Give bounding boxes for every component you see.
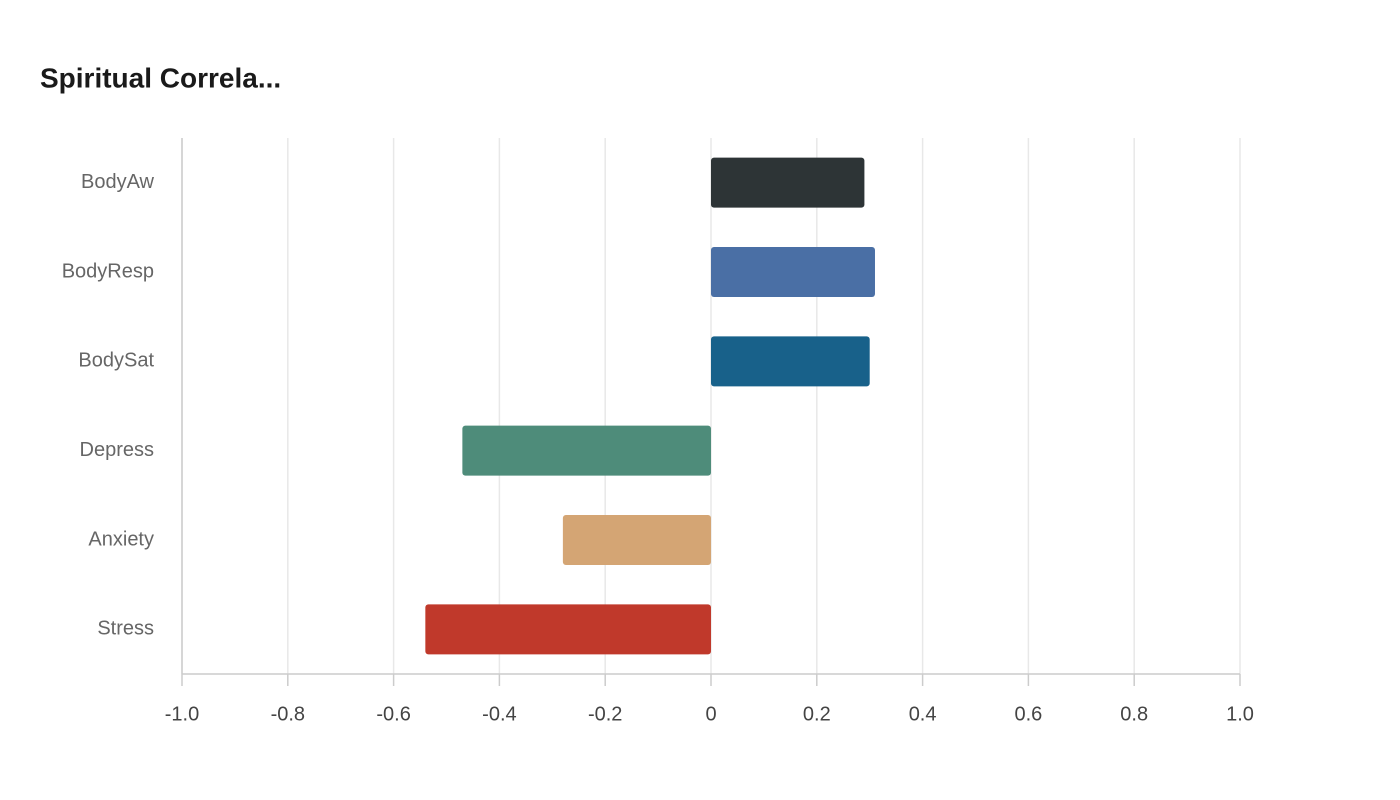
bar — [562, 515, 711, 565]
y-tick-label: BodyAw — [81, 171, 155, 193]
bar — [711, 247, 875, 297]
x-tick-label: 0.4 — [909, 703, 937, 725]
chart-title: Spiritual Correla... — [40, 62, 281, 93]
x-tick-label: -0.8 — [271, 703, 305, 725]
y-tick-label: Stress — [97, 618, 154, 640]
y-tick-label: BodySat — [78, 350, 154, 372]
x-tick-label: 0.6 — [1014, 703, 1042, 725]
bar — [425, 604, 711, 655]
bar — [462, 425, 711, 476]
x-tick-label: -1.0 — [165, 703, 199, 725]
x-tick-label: 0.8 — [1120, 703, 1148, 725]
y-tick-label: BodyResp — [62, 260, 154, 282]
x-tick-label: 0.2 — [803, 703, 831, 725]
y-tick-label: Anxiety — [88, 528, 154, 550]
y-tick-label: Depress — [80, 439, 154, 461]
x-tick-label: -0.4 — [482, 703, 516, 725]
x-tick-label: -0.6 — [376, 703, 410, 725]
bar — [711, 157, 865, 208]
x-tick-label: 1.0 — [1226, 703, 1254, 725]
x-tick-label: -0.2 — [588, 703, 622, 725]
bar — [711, 336, 870, 387]
x-tick-label: 0 — [705, 703, 716, 725]
